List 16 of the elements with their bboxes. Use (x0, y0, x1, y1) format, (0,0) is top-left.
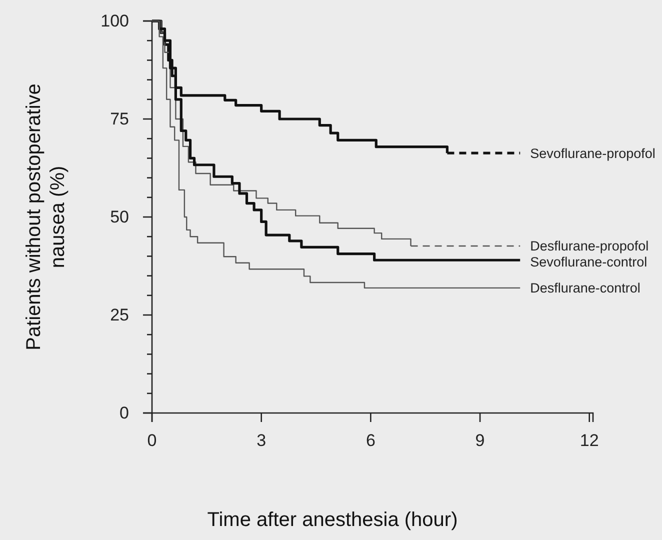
y-tick-label: 100 (100, 11, 129, 30)
text: Desflurane-propofol (530, 238, 649, 254)
y-tick-label: 0 (120, 403, 129, 422)
y-axis-title: Patients without postoperative nausea (%) (23, 84, 69, 350)
text: Sevoflurane-propofol (530, 146, 656, 161)
x-tick-label: 0 (147, 431, 157, 450)
x-tick-label: 9 (475, 431, 485, 450)
x-axis-title: Time after anesthesia (hour) (207, 509, 458, 531)
y-tick-label: 75 (110, 109, 129, 128)
series-label: Desflurane-control (530, 280, 640, 296)
x-tick-label: 6 (366, 431, 376, 450)
x-tick-label: 12 (580, 431, 599, 450)
y-tick-label: 25 (110, 305, 129, 324)
x-tick-label: 3 (256, 431, 266, 450)
y-tick-label: 50 (110, 207, 129, 226)
series-label: Sevoflurane-control (530, 254, 648, 270)
